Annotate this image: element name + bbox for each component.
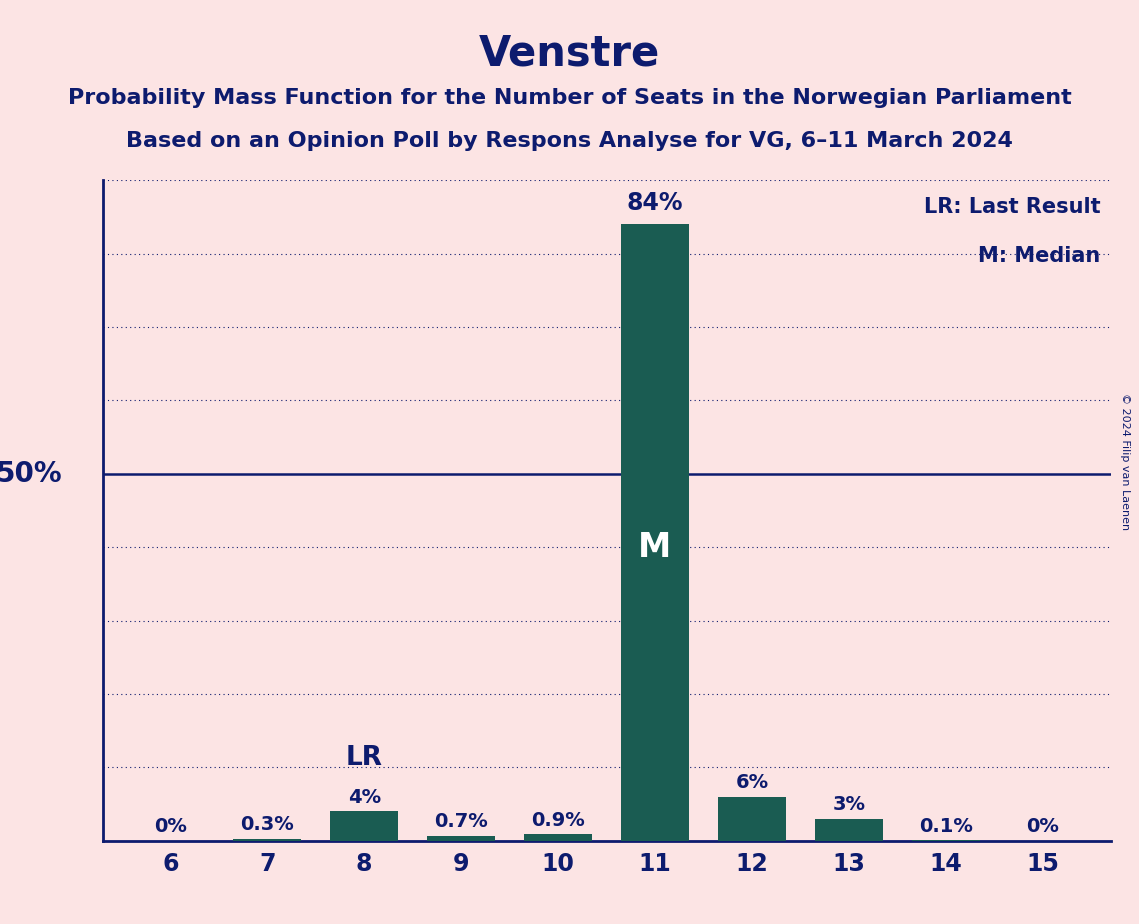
Bar (621, 225, 689, 841)
Text: Based on an Opinion Poll by Respons Analyse for VG, 6–11 March 2024: Based on an Opinion Poll by Respons Anal… (126, 131, 1013, 152)
Bar (427, 835, 495, 841)
Text: 0.7%: 0.7% (434, 812, 487, 832)
Text: 0%: 0% (1026, 818, 1059, 836)
Bar (814, 819, 883, 841)
Text: M: M (638, 530, 672, 564)
Text: M: Median: M: Median (978, 246, 1100, 266)
Text: LR: Last Result: LR: Last Result (924, 197, 1100, 217)
Text: 84%: 84% (626, 191, 683, 215)
Bar (718, 796, 786, 841)
Text: 6%: 6% (736, 773, 769, 793)
Text: Probability Mass Function for the Number of Seats in the Norwegian Parliament: Probability Mass Function for the Number… (67, 88, 1072, 108)
Text: 50%: 50% (0, 460, 63, 488)
Text: 3%: 3% (833, 796, 866, 814)
Text: Venstre: Venstre (478, 32, 661, 74)
Bar (330, 811, 399, 841)
Text: 0.9%: 0.9% (531, 811, 585, 830)
Text: © 2024 Filip van Laenen: © 2024 Filip van Laenen (1121, 394, 1130, 530)
Bar (233, 839, 301, 841)
Text: 4%: 4% (347, 788, 380, 807)
Text: 0.3%: 0.3% (240, 815, 294, 834)
Text: 0%: 0% (154, 818, 187, 836)
Bar (524, 834, 592, 841)
Text: LR: LR (346, 745, 383, 772)
Text: 0.1%: 0.1% (919, 817, 973, 835)
